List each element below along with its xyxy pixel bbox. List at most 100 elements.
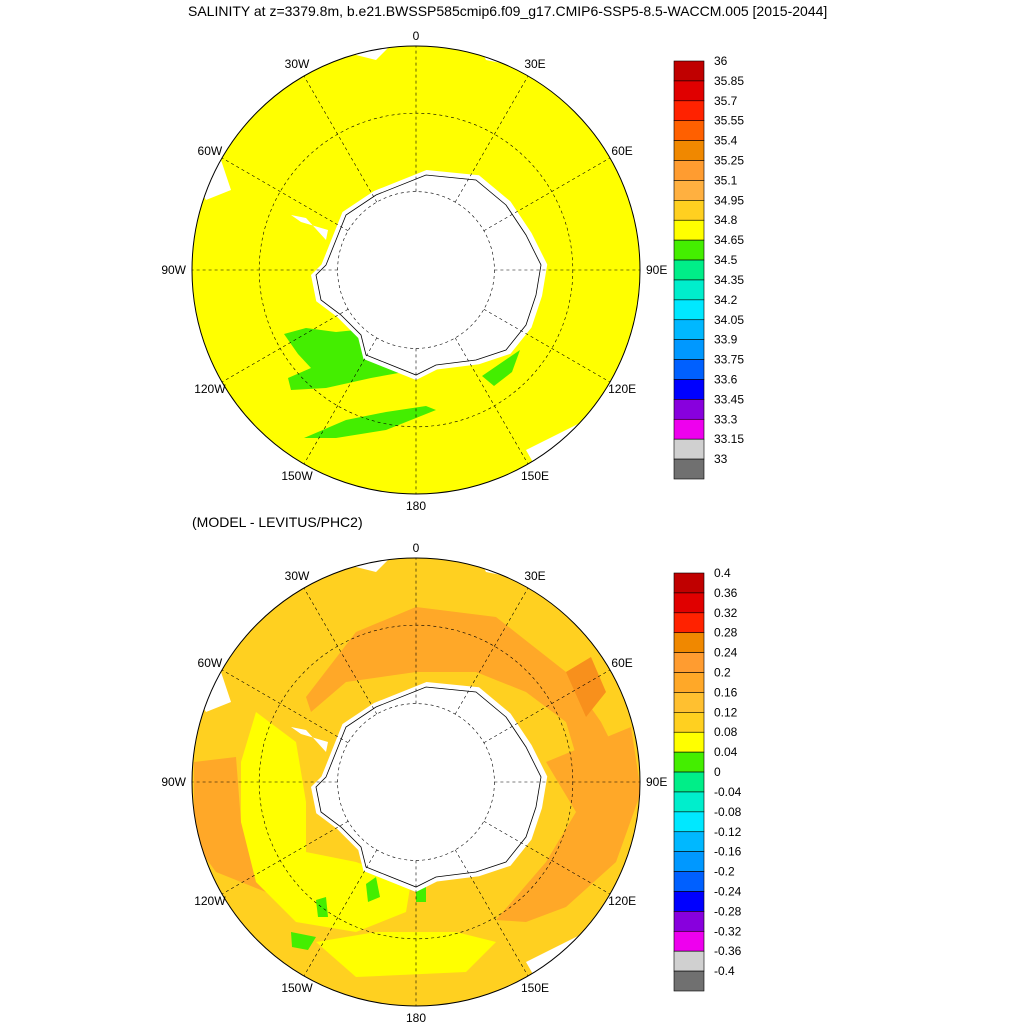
graticule xyxy=(192,558,640,1006)
low-salinity-patch xyxy=(482,350,520,386)
lon-label-60E: 60E xyxy=(611,144,632,158)
lon-label-30W: 30W xyxy=(285,569,310,583)
lon-label-120W: 120W xyxy=(194,894,226,908)
low-salinity-band xyxy=(304,406,436,438)
colorbar-label: 35.4 xyxy=(714,134,738,148)
meridian-120E xyxy=(483,820,611,895)
green-patch-1 xyxy=(366,877,380,902)
colorbar-label: 35.25 xyxy=(714,154,744,168)
east-orange-sector xyxy=(496,727,640,922)
colorbar-swatch xyxy=(673,438,705,460)
meridian-30E xyxy=(454,587,529,715)
lon-label-60W: 60W xyxy=(198,144,223,158)
antarctica-land xyxy=(311,682,548,892)
colorbar-swatch xyxy=(673,712,705,733)
colorbar-label: 0 xyxy=(714,765,721,779)
meridian-120E xyxy=(483,308,611,383)
meridian-120W xyxy=(221,308,349,383)
colorbar-label: 35.7 xyxy=(714,94,738,108)
green-patch-2 xyxy=(316,897,328,917)
yellow-sector xyxy=(241,712,411,932)
colorbar-label: 0.04 xyxy=(714,745,738,759)
colorbar-label: 34.65 xyxy=(714,233,744,247)
colorbar-label: 0.28 xyxy=(714,626,738,640)
colorbar-label: 0.16 xyxy=(714,685,738,699)
colorbar-label: 0.24 xyxy=(714,646,738,660)
colorbar-swatch xyxy=(673,572,705,594)
colorbar-label: 0.12 xyxy=(714,705,738,719)
colorbar-label: -0.16 xyxy=(714,845,742,859)
colorbar-swatch xyxy=(673,871,705,892)
lon-label-180: 180 xyxy=(406,499,426,513)
colorbar-label: -0.36 xyxy=(714,944,742,958)
colorbar-swatch xyxy=(673,418,705,440)
antarctica-land xyxy=(311,170,548,380)
difference-subtitle: (MODEL - LEVITUS/PHC2) xyxy=(192,514,363,530)
colorbar-label: 33.45 xyxy=(714,392,744,406)
lon-label-150E: 150E xyxy=(521,469,549,483)
colorbar-swatch xyxy=(673,751,705,773)
yellow-band xyxy=(316,932,496,977)
colorbar-swatch xyxy=(673,672,705,693)
colorbar-swatch xyxy=(673,612,705,634)
colorbar-label: -0.08 xyxy=(714,805,742,819)
meridian-60E xyxy=(483,157,611,232)
colorbar-label: 34.95 xyxy=(714,193,744,207)
meridian-150W xyxy=(303,849,378,977)
colorbar-swatch xyxy=(673,791,705,813)
graticule xyxy=(192,46,640,494)
colorbar-swatch xyxy=(673,771,705,793)
colorbar-swatch xyxy=(673,632,705,653)
polar-map-bottom: 0 30E 60E 90E 120E 150E 180 150W 120W 90W 60W 30W xyxy=(161,541,667,1024)
lon-label-30E: 30E xyxy=(524,57,545,71)
salinity-field xyxy=(192,46,640,494)
colorbar-swatch xyxy=(673,299,705,321)
colorbar-swatch xyxy=(673,831,705,852)
meridian-60E xyxy=(483,669,611,744)
colorbar-top: 36 35.85 35.7 35.55 35.4 35.25 35.1 34.95 34.8 34… xyxy=(673,54,744,480)
colorbar-swatch xyxy=(673,652,705,673)
lon-label-150W: 150W xyxy=(281,469,313,483)
colorbar-swatch xyxy=(673,811,705,833)
lon-label-0: 0 xyxy=(413,29,420,43)
colorbar-swatch xyxy=(673,950,705,972)
meridian-60W xyxy=(221,157,349,232)
longitude-labels: 0 30E 60E 90E 120E 150E 180 150W 120W 90W 60W 30W xyxy=(161,541,667,1024)
colorbar-swatch xyxy=(673,100,705,122)
meridian-150E xyxy=(454,337,529,465)
colorbar-swatch xyxy=(673,279,705,301)
colorbar-label: 0.32 xyxy=(714,606,738,620)
peninsula-land xyxy=(291,727,328,752)
colorbar-swatch xyxy=(673,970,705,992)
colorbar-swatch xyxy=(673,219,705,241)
colorbar-label: -0.04 xyxy=(714,785,742,799)
meridian-30E xyxy=(454,75,529,203)
colorbar-label: 34.05 xyxy=(714,313,744,327)
colorbar-swatch xyxy=(673,692,705,713)
polar-map-top: 0 30E 60E 90E 120E 150E 180 150W 120W 90W 60W 30W xyxy=(161,29,667,513)
colorbar-label: -0.32 xyxy=(714,924,742,938)
lon-label-30W: 30W xyxy=(285,57,310,71)
colorbar-label: 35.85 xyxy=(714,74,744,88)
lon-label-120E: 120E xyxy=(608,894,636,908)
high-anomaly-patch xyxy=(566,657,606,717)
lon-label-120E: 120E xyxy=(608,382,636,396)
colorbar-swatch xyxy=(673,399,705,420)
colorbar-swatch xyxy=(673,259,705,281)
meridian-150W xyxy=(303,337,378,465)
colorbar-label: 34.8 xyxy=(714,213,738,227)
meridian-30W xyxy=(303,75,378,203)
colorbar-swatch xyxy=(673,239,705,261)
colorbar-swatch xyxy=(673,891,705,912)
colorbar-label: 34.5 xyxy=(714,253,738,267)
lon-label-30E: 30E xyxy=(524,569,545,583)
colorbar-label: 34.35 xyxy=(714,273,744,287)
colorbar-swatch xyxy=(673,319,705,340)
lon-label-60E: 60E xyxy=(611,656,632,670)
colorbar-label: -0.12 xyxy=(714,825,742,839)
colorbar-label: 35.1 xyxy=(714,173,738,187)
colorbar-label: -0.28 xyxy=(714,904,742,918)
lon-label-0: 0 xyxy=(413,541,420,555)
colorbar-swatch xyxy=(673,731,705,753)
colorbar-swatch xyxy=(673,458,705,480)
